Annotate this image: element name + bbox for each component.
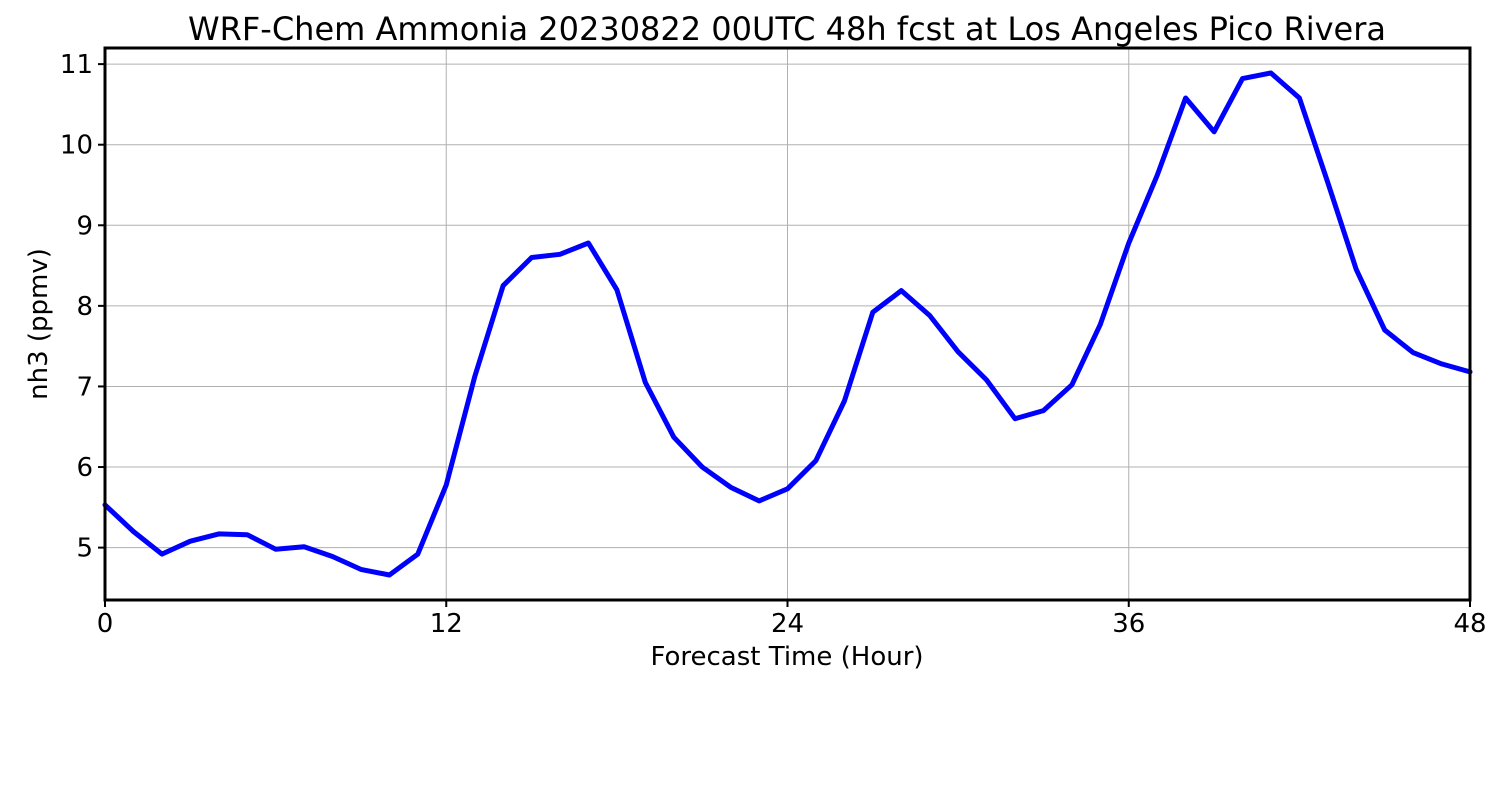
series-layer xyxy=(102,70,1473,578)
chart-title: WRF-Chem Ammonia 20230822 00UTC 48h fcst… xyxy=(188,10,1386,48)
axis-ticks: 0 12 24 36 48 5 6 7 8 9 10 11 xyxy=(60,50,1487,639)
y-axis-label: nh3 (ppmv) xyxy=(24,248,54,400)
y-tick-label: 10 xyxy=(60,131,93,161)
y-tick-label: 6 xyxy=(76,453,93,483)
x-tick-label: 0 xyxy=(97,609,114,639)
grid-lines xyxy=(104,48,1471,600)
y-tick-label: 11 xyxy=(60,50,93,80)
x-tick-label: 24 xyxy=(771,609,804,639)
x-tick-label: 12 xyxy=(430,609,463,639)
x-tick-label: 36 xyxy=(1112,609,1145,639)
x-tick-label: 48 xyxy=(1453,609,1486,639)
y-tick-label: 8 xyxy=(76,292,93,322)
y-tick-label: 9 xyxy=(76,211,93,241)
y-tick-label: 5 xyxy=(76,534,93,564)
series-line xyxy=(102,70,1473,578)
y-tick-label: 7 xyxy=(76,372,93,402)
x-axis-label: Forecast Time (Hour) xyxy=(650,642,923,672)
